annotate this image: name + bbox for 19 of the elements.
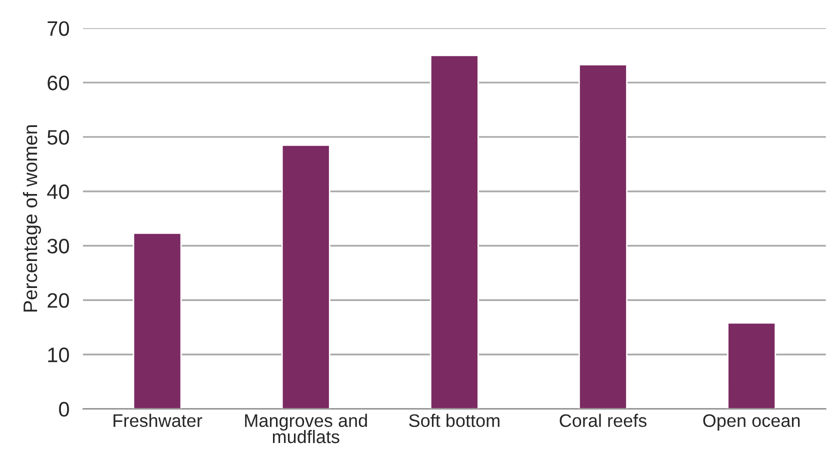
- y-tick-label: 10: [48, 348, 69, 362]
- x-tick-label: Freshwater: [114, 414, 202, 428]
- y-axis-title: Percentage of women: [22, 125, 42, 312]
- y-tick-label: 40: [47, 184, 69, 200]
- y-tick-label: 50: [47, 130, 69, 145]
- bar: [281, 144, 330, 409]
- x-tick-label: Soft bottom: [409, 414, 500, 428]
- bar: [132, 232, 182, 409]
- x-tick-label: Open ocean: [703, 414, 800, 431]
- bar: [430, 54, 479, 409]
- bar: [727, 322, 776, 409]
- y-tick-label: 70: [48, 21, 69, 36]
- y-tick-label: 30: [47, 238, 69, 254]
- y-tick-label: 60: [48, 76, 69, 90]
- bar: [578, 64, 628, 409]
- y-tick-label: 0: [59, 402, 69, 417]
- x-tick-label: Coral reefs: [560, 414, 646, 428]
- y-tick-label: 20: [48, 293, 69, 308]
- x-tick-label: Mangroves and mudflats: [245, 414, 367, 444]
